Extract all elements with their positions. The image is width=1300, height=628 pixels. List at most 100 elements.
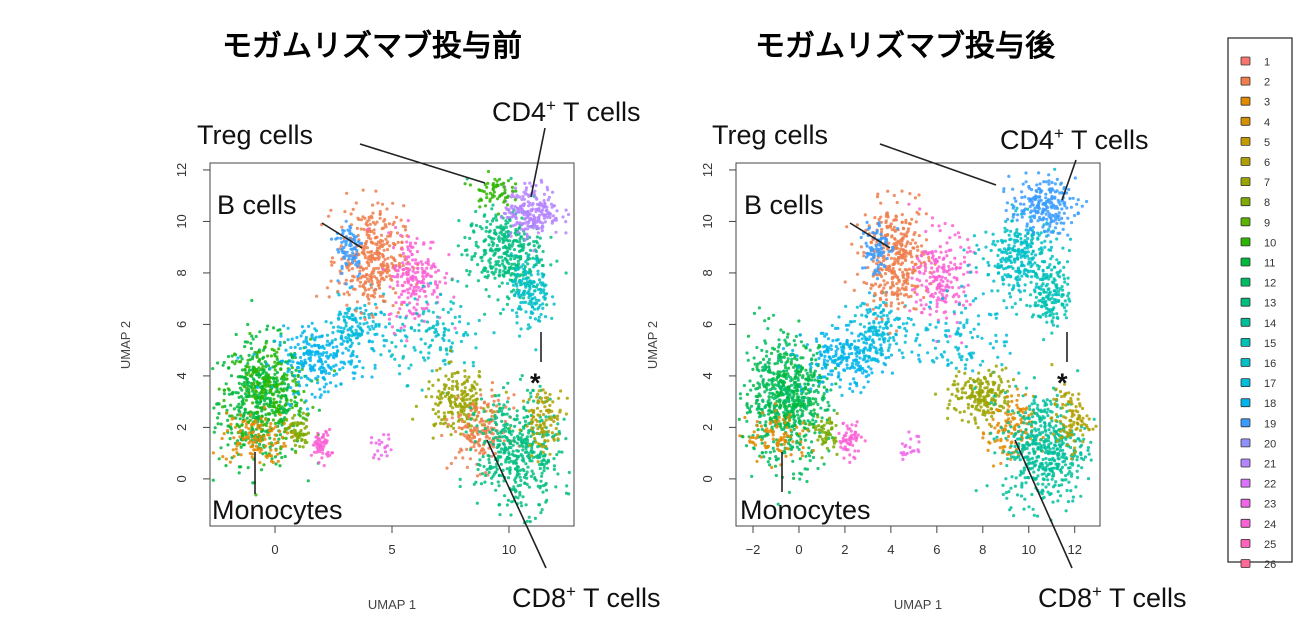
point-cluster-3 [782,432,786,436]
point-cluster-17 [348,306,352,311]
point-cluster-17 [331,325,336,329]
point-cluster-11 [797,418,802,423]
point-cluster-10 [276,404,281,408]
point-cluster-2 [374,266,378,270]
point-cluster-7 [449,424,453,428]
point-cluster-3 [282,421,286,426]
y-tick-label: 0 [174,475,189,482]
point-cluster-17 [387,349,392,353]
point-cluster-17 [878,325,882,329]
point-cluster-11 [787,438,792,442]
point-cluster-16 [513,280,517,284]
point-cluster-11 [280,411,285,415]
point-cluster-3 [755,424,759,428]
point-cluster-11 [230,354,234,358]
point-cluster-2 [400,240,404,244]
point-cluster-10 [263,345,267,349]
point-cluster-3 [235,441,239,445]
point-cluster-12 [787,342,791,346]
point-cluster-3 [264,454,268,458]
point-cluster-7 [463,390,467,394]
point-cluster-24 [408,301,412,305]
point-cluster-10 [285,373,289,377]
point-cluster-16 [534,348,538,352]
point-cluster-13 [501,240,505,245]
point-cluster-16 [434,301,438,305]
point-cluster-7 [442,411,446,415]
point-cluster-10 [294,383,298,387]
point-cluster-17 [336,325,340,329]
point-cluster-24 [445,271,449,275]
point-cluster-8 [299,421,303,425]
point-cluster-2 [354,309,358,313]
point-cluster-11 [217,457,221,461]
point-cluster-2 [366,261,370,265]
point-cluster-19 [340,247,344,251]
point-cluster-13 [481,472,485,476]
point-cluster-2 [506,396,510,400]
point-cluster-10 [506,179,510,183]
point-cluster-12 [785,335,790,339]
point-cluster-13 [509,432,513,436]
point-cluster-11 [299,407,303,411]
point-cluster-24 [394,301,398,305]
point-cluster-13 [533,476,537,480]
point-cluster-7 [447,377,451,381]
point-cluster-19 [347,257,351,261]
point-cluster-17 [337,313,341,317]
point-cluster-13 [490,207,494,211]
point-cluster-18 [292,353,297,357]
point-cluster-13 [479,256,483,260]
point-cluster-18 [318,395,322,399]
point-cluster-2 [391,304,395,308]
point-cluster-18 [301,364,306,368]
point-cluster-18 [304,345,308,349]
point-cluster-10 [275,376,279,380]
point-cluster-2 [392,220,396,224]
point-cluster-13 [567,470,571,475]
point-cluster-18 [325,339,330,343]
point-cluster-2 [512,393,516,397]
point-cluster-12 [811,418,815,422]
point-cluster-7 [449,404,453,408]
point-cluster-13 [515,417,519,421]
point-cluster-12 [781,330,786,334]
point-cluster-2 [371,315,375,319]
point-cluster-2 [363,281,368,285]
point-cluster-13 [450,278,454,282]
point-cluster-11 [215,402,219,406]
point-cluster-8 [823,440,827,444]
point-cluster-16 [431,324,436,328]
point-cluster-18 [798,333,802,337]
point-cluster-13 [513,424,517,428]
point-cluster-18 [884,356,888,360]
point-cluster-8 [294,451,298,455]
point-cluster-13 [525,438,530,442]
point-cluster-17 [381,334,385,338]
point-cluster-17 [324,320,328,324]
point-cluster-11 [284,395,288,399]
point-cluster-24 [408,241,413,245]
point-cluster-17 [370,324,374,328]
point-cluster-18 [869,367,873,371]
point-cluster-11 [270,457,274,461]
point-cluster-17 [361,366,365,370]
point-cluster-16 [535,283,540,287]
point-cluster-13 [531,256,535,260]
point-cluster-24 [409,311,413,315]
point-cluster-13 [506,400,510,404]
point-cluster-2 [373,256,377,260]
point-cluster-23 [374,441,378,445]
point-cluster-24 [404,266,408,270]
point-cluster-2 [376,266,380,270]
point-cluster-7 [471,394,475,398]
y-axis-label: UMAP 2 [118,321,133,369]
point-cluster-6 [543,405,547,409]
point-cluster-6 [528,443,532,448]
point-cluster-13 [506,381,510,385]
point-cluster-13 [538,466,542,471]
point-cluster-16 [429,281,433,285]
point-cluster-2 [482,401,486,405]
point-cluster-2 [369,260,374,264]
point-cluster-11 [251,337,255,341]
